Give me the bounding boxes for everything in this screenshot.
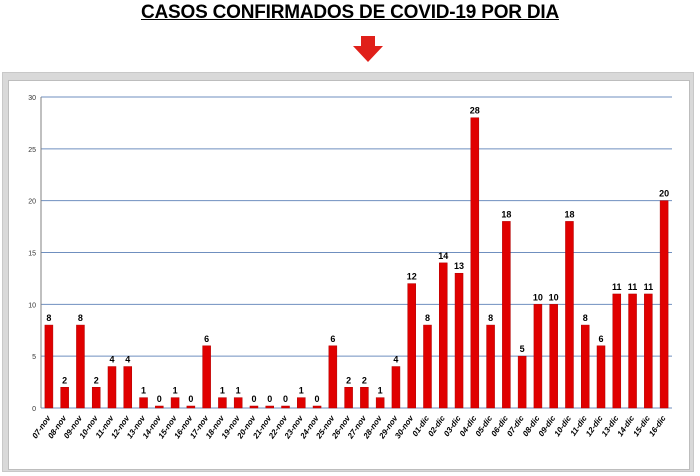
x-tick-label: 16-dic (647, 414, 668, 439)
data-label: 4 (393, 355, 398, 365)
data-label: 1 (236, 386, 241, 396)
data-label: 0 (267, 394, 272, 404)
bar (328, 345, 338, 409)
y-tick-label: 20 (28, 199, 36, 206)
data-label: 6 (599, 334, 604, 344)
bar (170, 397, 180, 409)
data-label: 1 (220, 386, 225, 396)
data-label: 12 (407, 272, 417, 282)
data-label: 6 (204, 334, 209, 344)
bar (454, 272, 464, 409)
bar (155, 405, 164, 409)
data-label: 4 (109, 355, 114, 365)
bar (391, 366, 401, 409)
bar (565, 221, 574, 409)
data-label: 2 (94, 375, 99, 385)
bar (265, 405, 274, 409)
data-label: 11 (612, 282, 622, 292)
bar (502, 221, 511, 409)
data-label: 8 (46, 313, 51, 323)
data-label: 28 (470, 106, 480, 116)
bar (249, 405, 259, 409)
bar (549, 304, 558, 409)
data-label: 0 (283, 394, 288, 404)
bar (186, 405, 196, 409)
data-label: 1 (378, 386, 383, 396)
data-label: 8 (425, 313, 430, 323)
y-tick-label: 15 (28, 251, 36, 258)
bar (580, 324, 590, 409)
bar (407, 283, 416, 409)
data-label: 2 (346, 375, 351, 385)
bar (107, 366, 117, 409)
bar (344, 387, 353, 409)
y-tick-label: 10 (28, 302, 36, 309)
bar (360, 387, 369, 409)
data-label: 8 (78, 313, 83, 323)
data-label: 0 (157, 394, 162, 404)
bar (612, 293, 622, 409)
data-label: 8 (488, 313, 493, 323)
bar (297, 397, 306, 409)
data-label: 2 (362, 375, 367, 385)
bar (233, 397, 243, 409)
bar (139, 397, 148, 409)
data-label: 0 (251, 394, 256, 404)
bar (312, 405, 322, 409)
data-label: 5 (520, 344, 525, 354)
data-label: 13 (454, 261, 464, 271)
data-label: 14 (438, 251, 448, 261)
down-arrow-icon (353, 36, 383, 62)
y-tick-label: 25 (28, 147, 36, 154)
y-tick-label: 0 (32, 406, 36, 413)
y-tick-label: 30 (28, 95, 36, 102)
bar (596, 345, 606, 409)
bar (533, 304, 543, 409)
data-label: 1 (173, 386, 178, 396)
bar (659, 200, 669, 409)
data-label: 8 (583, 313, 588, 323)
bar (123, 366, 133, 409)
bar (44, 324, 54, 409)
bar (470, 117, 480, 409)
bar (644, 293, 653, 409)
bar (91, 387, 101, 409)
bar (60, 387, 69, 409)
bar (486, 324, 495, 409)
bar (281, 405, 290, 409)
data-label: 0 (188, 394, 193, 404)
data-label: 2 (62, 375, 67, 385)
data-label: 4 (125, 355, 130, 365)
data-label: 11 (628, 282, 638, 292)
bar (517, 355, 527, 409)
bar (439, 262, 448, 409)
bar (202, 345, 211, 409)
data-label: 6 (330, 334, 335, 344)
bar (628, 293, 637, 409)
bar (218, 397, 227, 409)
bar (375, 397, 385, 409)
data-label: 1 (299, 386, 304, 396)
bar (423, 324, 432, 409)
data-label: 18 (564, 209, 574, 219)
bar (76, 324, 85, 409)
data-label: 10 (533, 292, 543, 302)
data-label: 11 (644, 282, 654, 292)
data-label: 10 (549, 292, 559, 302)
data-label: 1 (141, 386, 146, 396)
data-label: 20 (659, 189, 669, 199)
y-tick-label: 5 (32, 354, 36, 361)
data-label: 18 (501, 209, 511, 219)
chart-title: CASOS CONFIRMADOS DE COVID-19 POR DIA (140, 2, 560, 23)
data-label: 0 (315, 394, 320, 404)
